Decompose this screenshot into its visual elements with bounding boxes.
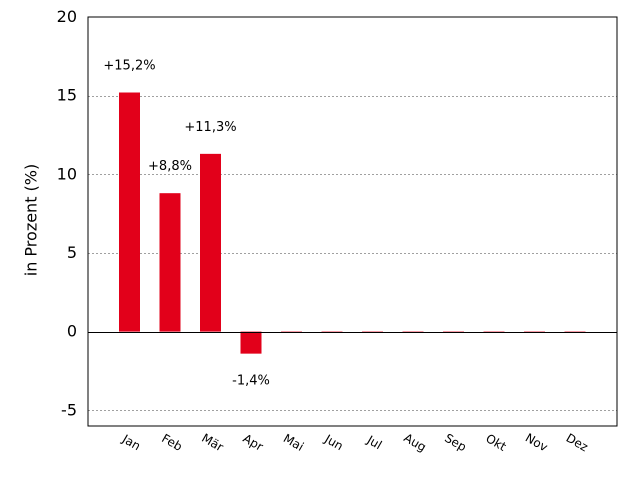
data-labels: +15,2% +8,8% +11,3% -1,4% [103,59,269,389]
x-tick-label: Jun [322,431,346,453]
y-axis-label: in Prozent (%) [22,164,41,276]
bar-Apr [240,331,262,354]
bar-Feb [159,193,181,332]
x-tick-label: Jan [119,431,143,453]
x-tick-label: Mai [281,431,306,454]
data-label: +15,2% [103,59,155,74]
x-tick-label: Aug [401,431,428,455]
bar-Jan [119,92,140,332]
y-tick-label: 10 [57,164,77,183]
bar-Mär [200,153,221,332]
y-tick-label: 15 [57,86,77,105]
x-tick-label: Sep [442,431,469,454]
x-tick-label: Nov [523,431,550,455]
x-tick-label: Jul [364,432,384,452]
y-tick-label: -5 [61,400,77,419]
y-tick-label: 0 [67,322,77,341]
data-label: -1,4% [232,374,270,389]
y-tick-labels: -5 0 5 10 15 20 [57,7,77,419]
x-tick-label: Dez [564,431,591,455]
data-label: +8,8% [148,159,192,174]
data-label: +11,3% [184,120,236,135]
x-tick-labels: Jan Feb Mär Apr Mai Jun Jul Aug Sep Okt Nov Dez [119,431,590,455]
x-tick-label: Mär [199,431,226,454]
y-tick-label: 20 [57,7,77,26]
x-tick-label: Apr [241,431,266,454]
x-tick-label: Feb [159,431,184,454]
plot-frame [87,16,618,427]
x-tick-label: Okt [483,431,509,454]
y-tick-label: 5 [67,243,77,262]
